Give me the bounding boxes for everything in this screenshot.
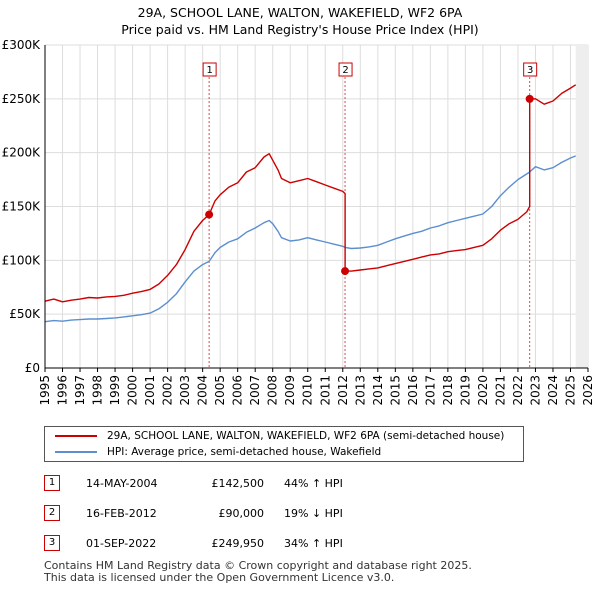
title-line-2: Price paid vs. HM Land Registry's House … xyxy=(121,22,479,37)
sale-label-1: 1 xyxy=(206,65,212,76)
y-axis-ticks: £0 £50K £100K £150K £200K £250K £300K xyxy=(2,38,42,375)
x-tick-label-1995: 1995 xyxy=(38,375,52,406)
projection-shade xyxy=(575,45,588,368)
sale-label-2: 2 xyxy=(342,65,348,76)
sale-badge-1: 1 xyxy=(44,475,60,491)
sale-price-2: £90,000 xyxy=(218,507,265,520)
x-tick-label-2010: 2010 xyxy=(301,375,315,406)
legend-swatch-hpi xyxy=(55,451,97,453)
x-tick-label-2022: 2022 xyxy=(511,375,525,406)
footer: Contains HM Land Registry data © Crown c… xyxy=(44,560,472,584)
x-tick-label-1999: 1999 xyxy=(108,375,122,406)
x-tick-label-2025: 2025 xyxy=(563,375,577,406)
x-tick-label-2009: 2009 xyxy=(283,375,297,406)
x-tick-label-1997: 1997 xyxy=(73,375,87,406)
x-tick-label-2021: 2021 xyxy=(493,375,507,406)
x-tick-label-2023: 2023 xyxy=(528,375,542,406)
x-tick-label-2012: 2012 xyxy=(336,375,350,406)
sale-badge-3: 3 xyxy=(44,535,60,551)
sale-marker-lines xyxy=(208,77,531,368)
sale-date-1: 14-MAY-2004 xyxy=(86,477,158,490)
y-tick-label-2: £100K xyxy=(2,253,42,267)
sale-hpi-3: 34% ↑ HPI xyxy=(284,537,343,550)
x-tick-label-2002: 2002 xyxy=(161,375,175,406)
y-tick-label-6: £300K xyxy=(2,38,42,52)
sale-label-3: 3 xyxy=(527,65,533,76)
x-axis-ticks: 1995 1996 1997 1998 1999 2000 2001 2002 2003 2004… xyxy=(38,368,595,406)
sale-row-1: 1 14-MAY-2004 £142,500 44% ↑ HPI xyxy=(44,475,524,493)
x-tick-label-2020: 2020 xyxy=(476,375,490,406)
title-line-1: 29A, SCHOOL LANE, WALTON, WAKEFIELD, WF2… xyxy=(137,5,463,20)
x-tick-label-2015: 2015 xyxy=(388,375,402,406)
legend: 29A, SCHOOL LANE, WALTON, WAKEFIELD, WF2… xyxy=(44,426,524,462)
x-tick-label-1998: 1998 xyxy=(91,375,105,406)
sale-point-1 xyxy=(205,210,214,219)
sale-date-2: 16-FEB-2012 xyxy=(86,507,157,520)
sale-label-box-2 xyxy=(338,62,353,77)
sale-points xyxy=(205,94,534,276)
sale-hpi-1: 44% ↑ HPI xyxy=(284,477,343,490)
x-tick-label-2000: 2000 xyxy=(126,375,140,406)
grid xyxy=(44,44,589,369)
x-tick-label-1996: 1996 xyxy=(56,375,70,406)
x-tick-label-2011: 2011 xyxy=(318,375,332,406)
sale-label-box-1 xyxy=(202,62,217,77)
sale-badge-2: 2 xyxy=(44,505,60,521)
footer-copyright: Contains HM Land Registry data © Crown c… xyxy=(44,559,472,572)
sale-price-3: £249,950 xyxy=(211,537,265,550)
x-tick-label-2003: 2003 xyxy=(178,375,192,406)
sale-date-3: 01-SEP-2022 xyxy=(86,537,157,550)
x-tick-label-2013: 2013 xyxy=(353,375,367,406)
legend-label-hpi: HPI: Average price, semi-detached house,… xyxy=(107,446,382,458)
x-tick-label-2018: 2018 xyxy=(441,375,455,406)
sale-point-2 xyxy=(341,267,350,276)
x-tick-label-2024: 2024 xyxy=(546,375,560,406)
sale-label-box-3 xyxy=(523,62,538,77)
y-tick-label-4: £200K xyxy=(2,146,42,160)
x-tick-label-2008: 2008 xyxy=(266,375,280,406)
property-price-line xyxy=(44,84,577,303)
sale-row-3: 3 01-SEP-2022 £249,950 34% ↑ HPI xyxy=(44,535,524,553)
y-tick-label-3: £150K xyxy=(2,200,42,214)
y-tick-label-0: £0 xyxy=(25,361,40,375)
sale-price-1: £142,500 xyxy=(211,477,265,490)
series-lines xyxy=(44,84,577,323)
x-tick-label-2014: 2014 xyxy=(371,375,385,406)
x-tick-label-2005: 2005 xyxy=(213,375,227,406)
sale-hpi-2: 19% ↓ HPI xyxy=(284,507,343,520)
hpi-line xyxy=(44,155,576,323)
axes xyxy=(44,45,588,369)
x-tick-label-2004: 2004 xyxy=(196,375,210,406)
projection-area xyxy=(575,45,588,368)
price-chart: £0 £50K £100K £150K £200K £250K £300K 1995 1996… xyxy=(2,38,595,406)
legend-label-property: 29A, SCHOOL LANE, WALTON, WAKEFIELD, WF2… xyxy=(107,430,505,442)
y-tick-label-1: £50K xyxy=(9,307,41,321)
x-tick-label-2026: 2026 xyxy=(581,375,595,406)
sale-row-2: 2 16-FEB-2012 £90,000 19% ↓ HPI xyxy=(44,505,524,523)
x-tick-label-2016: 2016 xyxy=(406,375,420,406)
sale-labels: 1 2 3 xyxy=(202,62,538,77)
y-tick-label-5: £250K xyxy=(2,92,42,106)
chart-title: 29A, SCHOOL LANE, WALTON, WAKEFIELD, WF2… xyxy=(0,4,600,38)
legend-swatch-property xyxy=(55,435,97,437)
footer-licence: This data is licensed under the Open Gov… xyxy=(44,571,395,584)
x-tick-label-2001: 2001 xyxy=(143,375,157,406)
x-tick-label-2017: 2017 xyxy=(423,375,437,406)
x-tick-label-2006: 2006 xyxy=(231,375,245,406)
x-tick-label-2007: 2007 xyxy=(248,375,262,406)
x-tick-label-2019: 2019 xyxy=(458,375,472,406)
sale-point-3 xyxy=(525,94,534,103)
